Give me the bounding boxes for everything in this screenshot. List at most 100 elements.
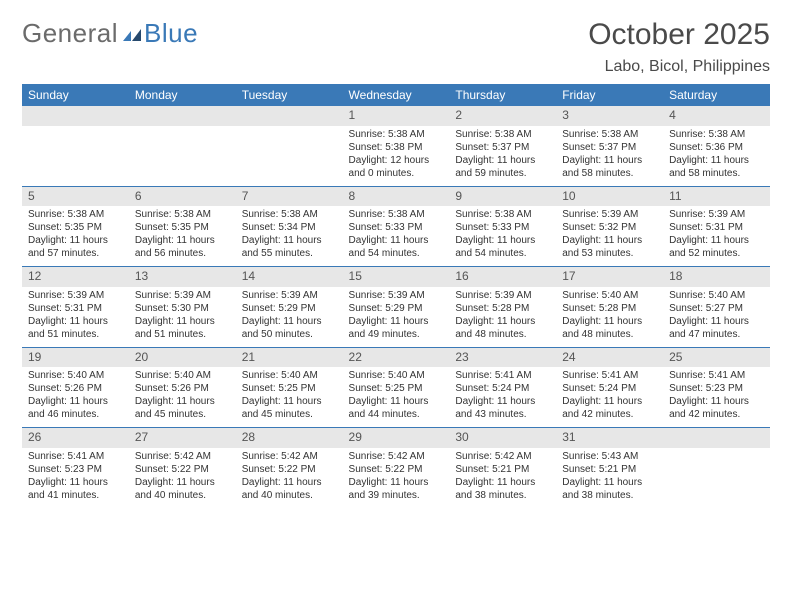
daylight-line-2: and 38 minutes. <box>455 489 550 502</box>
day-lines: Sunrise: 5:38 AMSunset: 5:36 PMDaylight:… <box>663 126 770 186</box>
day-cell-content: Sunrise: 5:42 AMSunset: 5:22 PMDaylight:… <box>129 448 236 508</box>
daylight-line-2: and 40 minutes. <box>242 489 337 502</box>
day-cell-content: Sunrise: 5:39 AMSunset: 5:30 PMDaylight:… <box>129 287 236 348</box>
day-cell-content: Sunrise: 5:40 AMSunset: 5:25 PMDaylight:… <box>343 367 450 428</box>
day-cell-content: Sunrise: 5:40 AMSunset: 5:28 PMDaylight:… <box>556 287 663 348</box>
day-cell-num: 16 <box>449 267 556 287</box>
day-number: 24 <box>556 348 663 368</box>
sunset-line: Sunset: 5:21 PM <box>562 463 657 476</box>
day-cell-content: Sunrise: 5:40 AMSunset: 5:26 PMDaylight:… <box>129 367 236 428</box>
logo: General Blue <box>22 18 198 49</box>
daylight-line-2: and 44 minutes. <box>349 408 444 421</box>
logo-mark-icon <box>122 28 142 42</box>
sunset-line: Sunset: 5:27 PM <box>669 302 764 315</box>
logo-text-blue: Blue <box>144 18 198 49</box>
sunset-line: Sunset: 5:30 PM <box>135 302 230 315</box>
day-lines: Sunrise: 5:38 AMSunset: 5:38 PMDaylight:… <box>343 126 450 186</box>
daylight-line-2: and 45 minutes. <box>242 408 337 421</box>
sunrise-line: Sunrise: 5:38 AM <box>135 208 230 221</box>
day-content-row: Sunrise: 5:41 AMSunset: 5:23 PMDaylight:… <box>22 448 770 508</box>
day-number: 25 <box>663 348 770 368</box>
daylight-line-2: and 51 minutes. <box>28 328 123 341</box>
daylight-line-1: Daylight: 11 hours <box>562 476 657 489</box>
day-number: 3 <box>556 106 663 126</box>
sunrise-line: Sunrise: 5:39 AM <box>349 289 444 302</box>
sunrise-line: Sunrise: 5:40 AM <box>349 369 444 382</box>
day-cell-num: 13 <box>129 267 236 287</box>
sunrise-line: Sunrise: 5:39 AM <box>135 289 230 302</box>
daynum-row: 1234 <box>22 106 770 126</box>
sunset-line: Sunset: 5:31 PM <box>669 221 764 234</box>
sunset-line: Sunset: 5:23 PM <box>28 463 123 476</box>
daylight-line-1: Daylight: 11 hours <box>669 395 764 408</box>
day-cell-num: 9 <box>449 187 556 207</box>
day-cell-num: 30 <box>449 428 556 448</box>
daylight-line-2: and 48 minutes. <box>455 328 550 341</box>
logo-text-general: General <box>22 18 118 49</box>
daynum-row: 262728293031 <box>22 428 770 448</box>
day-lines: Sunrise: 5:42 AMSunset: 5:22 PMDaylight:… <box>129 448 236 508</box>
day-header: Monday <box>129 84 236 106</box>
sunset-line: Sunset: 5:35 PM <box>135 221 230 234</box>
day-content-row: Sunrise: 5:38 AMSunset: 5:35 PM Daylight:… <box>22 206 770 267</box>
sunset-line: Sunset: 5:26 PM <box>135 382 230 395</box>
day-header: Saturday <box>663 84 770 106</box>
page-title: October 2025 <box>588 18 770 52</box>
sunset-line: Sunset: 5:29 PM <box>242 302 337 315</box>
day-number: 21 <box>236 348 343 368</box>
day-cell-content: Sunrise: 5:39 AMSunset: 5:29 PMDaylight:… <box>236 287 343 348</box>
day-cell-num: 1 <box>343 106 450 126</box>
sunset-line: Sunset: 5:33 PM <box>349 221 444 234</box>
sunrise-line: Sunrise: 5:40 AM <box>669 289 764 302</box>
day-cell-content: Sunrise: 5:41 AMSunset: 5:24 PMDaylight:… <box>556 367 663 428</box>
day-number: 31 <box>556 428 663 448</box>
daylight-line-2: and 54 minutes. <box>349 247 444 260</box>
daylight-line-2: and 43 minutes. <box>455 408 550 421</box>
day-cell-num: 21 <box>236 348 343 368</box>
daylight-line-1: Daylight: 11 hours <box>349 234 444 247</box>
day-cell-num: 25 <box>663 348 770 368</box>
daylight-line-1: Daylight: 11 hours <box>669 154 764 167</box>
day-cell-num: 23 <box>449 348 556 368</box>
sunset-line: Sunset: 5:26 PM <box>28 382 123 395</box>
day-cell-content: Sunrise: 5:39 AMSunset: 5:32 PMDaylight:… <box>556 206 663 267</box>
day-lines: Sunrise: 5:40 AMSunset: 5:28 PMDaylight:… <box>556 287 663 347</box>
day-cell-content: Sunrise: 5:38 AMSunset: 5:34 PMDaylight:… <box>236 206 343 267</box>
sunset-line: Sunset: 5:29 PM <box>349 302 444 315</box>
sunset-line: Sunset: 5:31 PM <box>28 302 123 315</box>
day-lines: Sunrise: 5:42 AMSunset: 5:21 PMDaylight:… <box>449 448 556 508</box>
sunrise-line: Sunrise: 5:38 AM <box>349 128 444 141</box>
daylight-line-1: Daylight: 11 hours <box>455 234 550 247</box>
title-block: October 2025 Labo, Bicol, Philippines <box>588 18 770 76</box>
sunrise-line: Sunrise: 5:39 AM <box>455 289 550 302</box>
daylight-line-2: and 56 minutes. <box>135 247 230 260</box>
day-cell-num: 27 <box>129 428 236 448</box>
day-cell-content: Sunrise: 5:38 AMSunset: 5:35 PMDaylight:… <box>129 206 236 267</box>
daylight-line-1: Daylight: 11 hours <box>562 154 657 167</box>
day-lines: Sunrise: 5:39 AMSunset: 5:29 PMDaylight:… <box>236 287 343 347</box>
day-cell-content: Sunrise: 5:38 AMSunset: 5:33 PMDaylight:… <box>449 206 556 267</box>
daylight-line-2: and 52 minutes. <box>669 247 764 260</box>
day-number: 9 <box>449 187 556 207</box>
daylight-line-2: and 49 minutes. <box>349 328 444 341</box>
day-cell-content: Sunrise: 5:39 AMSunset: 5:31 PMDaylight:… <box>22 287 129 348</box>
daylight-line-2: and 45 minutes. <box>135 408 230 421</box>
sunset-line: Sunset: 5:33 PM <box>455 221 550 234</box>
daylight-line-1: Daylight: 11 hours <box>242 476 337 489</box>
daylight-line-1: Daylight: 11 hours <box>562 315 657 328</box>
day-number: 20 <box>129 348 236 368</box>
day-lines: Sunrise: 5:38 AMSunset: 5:37 PMDaylight:… <box>449 126 556 186</box>
day-number: 6 <box>129 187 236 207</box>
day-number: 22 <box>343 348 450 368</box>
sunset-line: Sunset: 5:37 PM <box>562 141 657 154</box>
day-lines: Sunrise: 5:41 AMSunset: 5:24 PMDaylight:… <box>449 367 556 427</box>
header: General Blue October 2025 Labo, Bicol, P… <box>22 18 770 76</box>
day-lines: Sunrise: 5:38 AMSunset: 5:33 PMDaylight:… <box>343 206 450 266</box>
daylight-line-1: Daylight: 11 hours <box>349 395 444 408</box>
day-number: 2 <box>449 106 556 126</box>
day-cell-num: 22 <box>343 348 450 368</box>
sunset-line: Sunset: 5:34 PM <box>242 221 337 234</box>
sunset-line: Sunset: 5:24 PM <box>455 382 550 395</box>
day-header: Wednesday <box>343 84 450 106</box>
sunset-line: Sunset: 5:36 PM <box>669 141 764 154</box>
